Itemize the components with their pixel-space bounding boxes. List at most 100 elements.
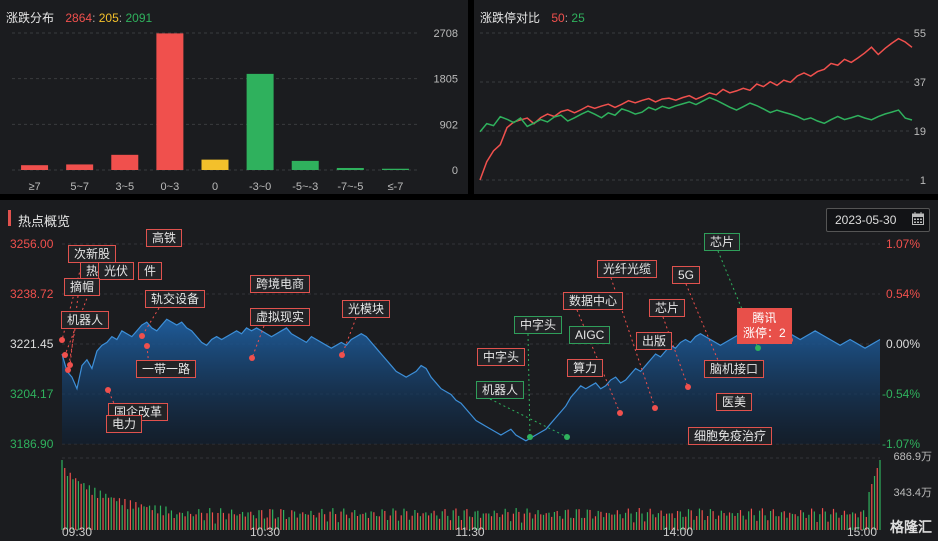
hot-tag[interactable]: 一带一路: [136, 360, 197, 378]
hot-tag[interactable]: AIGC: [569, 326, 611, 344]
hot-tag[interactable]: 芯片: [704, 233, 741, 251]
hot-tag-label: 光伏: [104, 264, 129, 278]
limit-ratio-chart: 1 19 37 55: [479, 28, 926, 187]
y-right-tick: 0.00%: [886, 337, 920, 351]
hot-tag[interactable]: 光纤光缆: [597, 260, 658, 278]
down-count: 2091: [125, 11, 153, 25]
hot-overview-chart: 3256.00 1.07% 3238.72 0.54% 3221.45 0.00% 3204…: [10, 237, 932, 539]
y-left-tick: 3256.00: [10, 237, 54, 251]
y-tick-label: 19: [914, 126, 926, 138]
hot-tag[interactable]: 5G: [672, 266, 701, 284]
tag-dot: [59, 337, 65, 343]
hot-tag[interactable]: 算力: [567, 359, 604, 377]
hot-tag[interactable]: 中字头: [514, 316, 563, 334]
hot-tag[interactable]: 机器人: [61, 311, 110, 329]
sep: :: [118, 11, 123, 25]
distribution-panel: 涨跌分布 2864: 205: 2091 0 902 1805 2708 ≥7 5~7 3~…: [0, 0, 468, 194]
bar: [156, 33, 184, 171]
hot-tag[interactable]: 次新股: [68, 245, 117, 263]
hot-tag-label: 虚拟现实: [256, 310, 305, 324]
y-left-tick: 3204.17: [10, 387, 54, 401]
tag-connector: [251, 325, 265, 359]
hot-tag[interactable]: 医美: [716, 393, 753, 411]
hot-tag-label: 中字头: [520, 318, 557, 332]
tag-dot: [139, 333, 145, 339]
x-tick-label: 10:30: [250, 525, 280, 539]
x-tick-label: 09:30: [62, 525, 92, 539]
hot-tag[interactable]: 件: [138, 262, 163, 280]
calendar-icon[interactable]: [912, 212, 924, 225]
bar: [111, 154, 139, 170]
hot-tag-label: 5G: [678, 268, 695, 282]
limit-down-line: [479, 96, 913, 133]
hot-tag[interactable]: 中字头: [477, 348, 526, 366]
tag-connector: [67, 328, 76, 371]
sep: :: [92, 11, 96, 25]
tag-dot: [339, 352, 345, 358]
hot-tag[interactable]: 数据中心: [563, 292, 624, 310]
x-tick-label: 14:00: [663, 525, 693, 539]
bar: [381, 168, 409, 170]
y-tick-label: 0: [452, 165, 458, 177]
y-right-tick: -0.54%: [882, 387, 920, 401]
hot-tag[interactable]: 光伏: [98, 262, 135, 280]
date-value: 2023-05-30: [835, 213, 897, 227]
tag-dot: [105, 387, 111, 393]
y-tick-label: 1: [920, 175, 926, 187]
hot-tag[interactable]: 摘帽: [64, 278, 101, 296]
hot-tag-label: 件: [144, 264, 157, 278]
hot-tag[interactable]: 出版: [636, 332, 673, 350]
hot-tag[interactable]: 高铁: [146, 229, 183, 247]
hot-tag[interactable]: 光模块: [342, 300, 391, 318]
hot-tag[interactable]: 虚拟现实: [250, 308, 311, 326]
hot-tag[interactable]: 轨交设备: [145, 290, 206, 308]
x-tick-label: 0: [212, 181, 218, 193]
x-tick-label: 0~3: [161, 181, 180, 193]
distribution-title: 涨跌分布: [6, 11, 55, 25]
y-tick-label: 1805: [434, 74, 458, 86]
hot-tag-label: 腾讯: [752, 311, 777, 325]
hot-tag[interactable]: 机器人: [476, 381, 525, 399]
logo-text: 格隆汇: [890, 519, 932, 535]
hot-tag[interactable]: 腾讯 涨停：2: [737, 308, 792, 344]
hot-tag-label: 芯片: [710, 235, 735, 249]
hot-tag[interactable]: 脑机接口: [704, 360, 765, 378]
tag-connector: [527, 333, 531, 438]
hot-tag-label: 光纤光缆: [603, 262, 652, 276]
tag-dot: [755, 345, 761, 351]
tag-dot: [144, 343, 150, 349]
tag-connector: [341, 317, 357, 356]
bar: [246, 73, 274, 170]
hot-tag-label: 次新股: [74, 247, 111, 261]
limit-up-line: [479, 37, 913, 181]
hot-tag[interactable]: 细胞免疫治疗: [688, 427, 773, 445]
y-left-tick: 3221.45: [10, 337, 54, 351]
hot-tag-label: 机器人: [482, 383, 519, 397]
flat-count: 205: [98, 11, 119, 25]
y-left-tick: 3238.72: [10, 287, 54, 301]
y-right-tick: 0.54%: [886, 287, 920, 301]
ratio-title: 涨跌停对比: [480, 11, 541, 25]
bar: [336, 167, 364, 170]
hot-tag[interactable]: 跨境电商: [250, 275, 311, 293]
hot-tag[interactable]: 电力: [106, 415, 143, 433]
x-tick-label: ≤-7: [388, 181, 404, 193]
distribution-chart: 0 902 1805 2708 ≥7 5~7 3~5 0~3 0 -3~0 -5~-3 -7~-5 ≤-…: [12, 28, 458, 193]
hot-tag-label: 电力: [112, 417, 137, 431]
tag-dot: [685, 384, 691, 390]
date-picker[interactable]: 2023-05-30: [826, 208, 930, 232]
x-tick-label: ≥7: [28, 181, 40, 193]
y-tick-label: 55: [914, 28, 926, 40]
y-right-tick: -1.07%: [882, 437, 920, 451]
bar: [66, 164, 94, 170]
tag-connector: [141, 307, 160, 337]
hot-tag-label: AIGC: [575, 328, 605, 342]
hot-tag[interactable]: 芯片: [649, 299, 686, 317]
tag-connector: [489, 398, 568, 438]
section-marker: [8, 210, 11, 226]
hot-tag-label: 算力: [573, 361, 598, 375]
sep: :: [564, 11, 569, 25]
x-tick-label: 15:00: [847, 525, 877, 539]
y-tick-label: 37: [914, 77, 926, 89]
tag-dot: [65, 367, 71, 373]
